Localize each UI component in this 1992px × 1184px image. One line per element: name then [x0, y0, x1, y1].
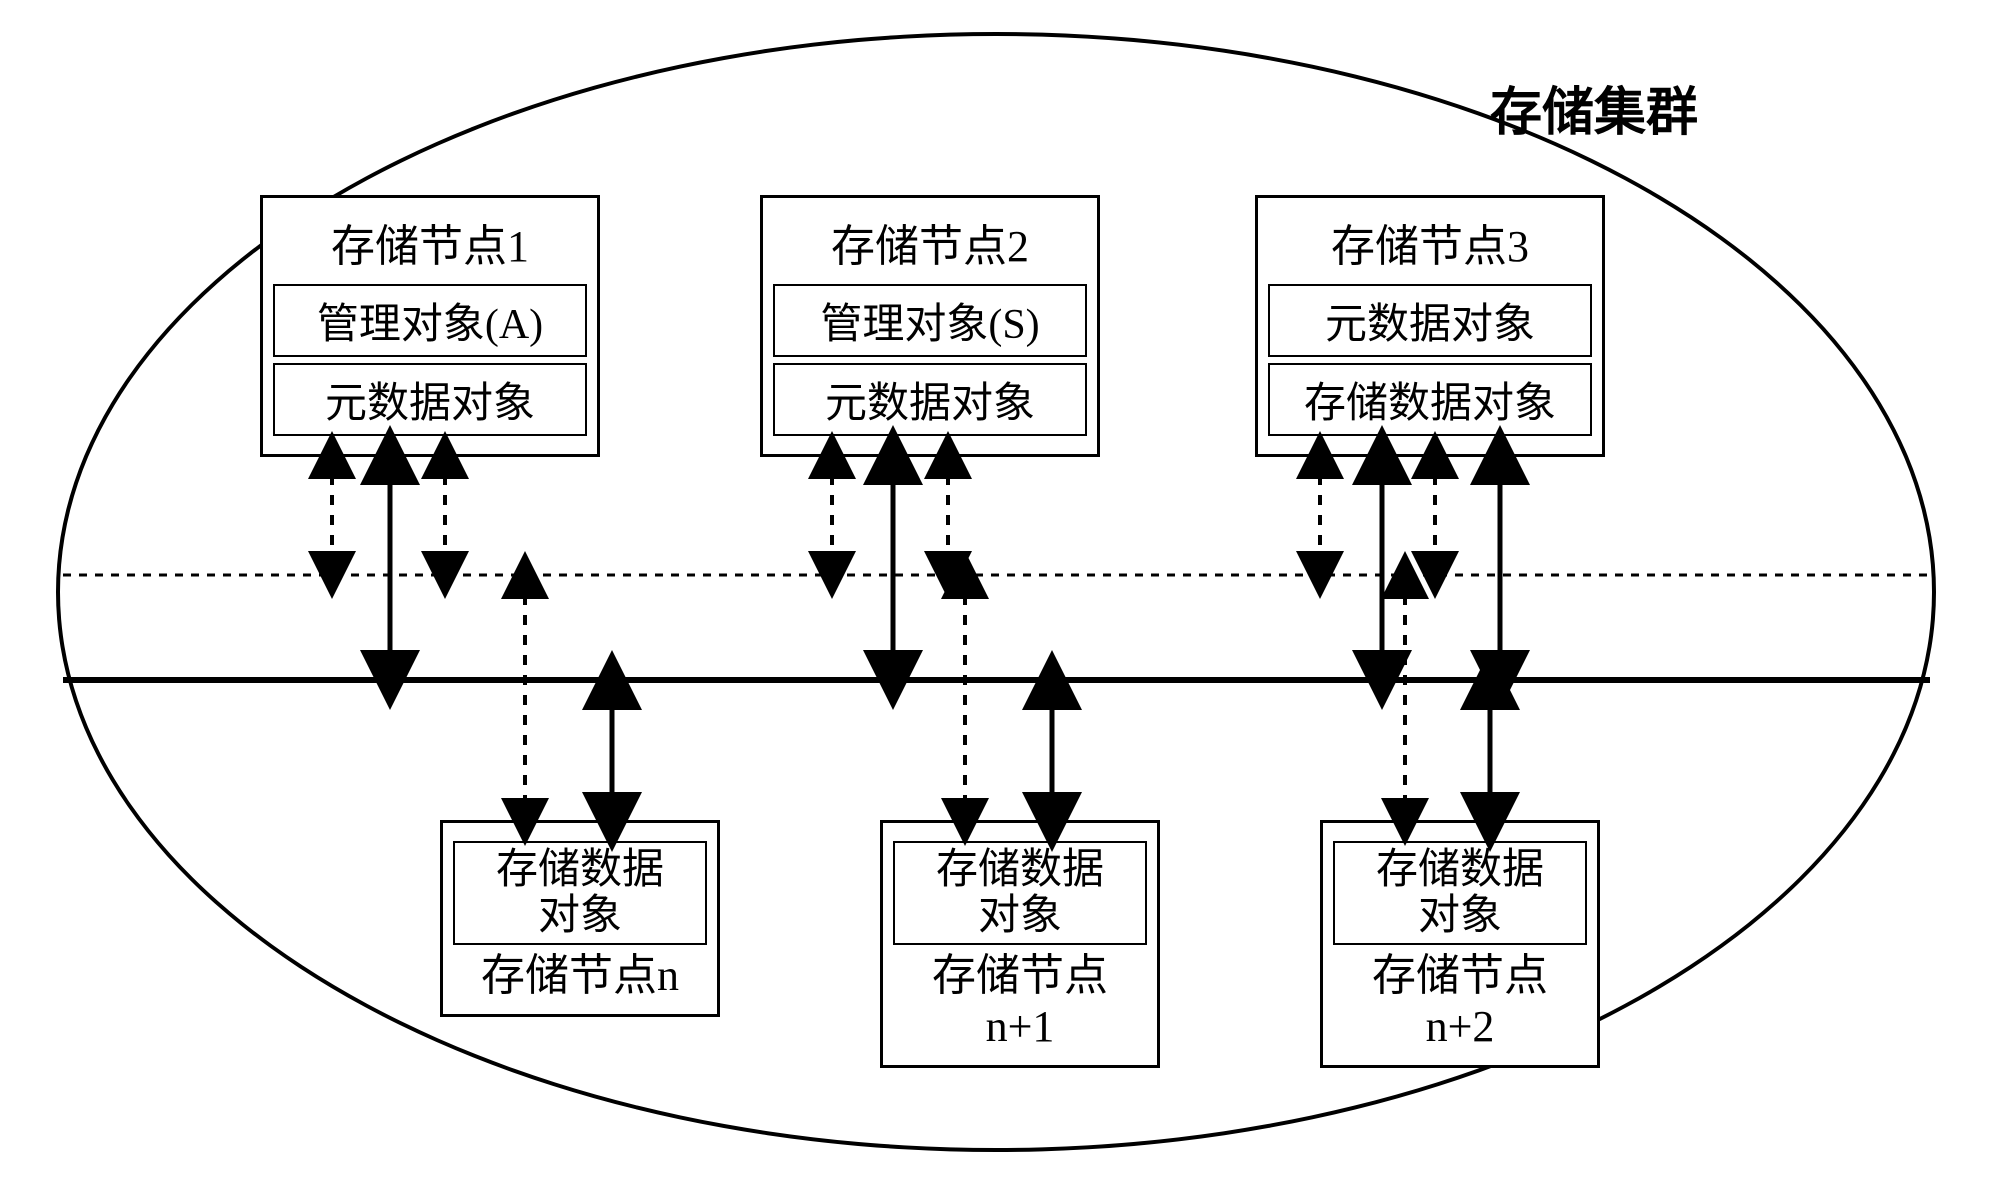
storage-node-3: 存储节点3 元数据对象 存储数据对象 — [1255, 195, 1605, 457]
node-title: 存储节点n — [453, 951, 707, 1002]
storage-data-object: 存储数据对象 — [893, 841, 1147, 945]
metadata-object: 元数据对象 — [773, 363, 1087, 436]
diagram-canvas: 存储集群 存储节点1 管理对象(A) 元数据对象 存储节点2 管理对象(S) 元… — [0, 0, 1992, 1184]
node-title: 存储节点n+1 — [893, 951, 1147, 1052]
mgmt-object-a: 管理对象(A) — [273, 284, 587, 357]
storage-data-object: 存储数据对象 — [1333, 841, 1587, 945]
storage-node-n2: 存储数据对象 存储节点n+2 — [1320, 820, 1600, 1068]
diagram-title: 存储集群 — [1490, 70, 1698, 145]
mgmt-object-s: 管理对象(S) — [773, 284, 1087, 357]
node-title: 存储节点1 — [273, 210, 587, 274]
metadata-object: 元数据对象 — [1268, 284, 1592, 357]
storage-node-2: 存储节点2 管理对象(S) 元数据对象 — [760, 195, 1100, 457]
storage-data-object: 存储数据对象 — [1268, 363, 1592, 436]
storage-data-object: 存储数据对象 — [453, 841, 707, 945]
node-title: 存储节点2 — [773, 210, 1087, 274]
storage-node-n: 存储数据对象 存储节点n — [440, 820, 720, 1017]
node-title: 存储节点3 — [1268, 210, 1592, 274]
storage-node-n1: 存储数据对象 存储节点n+1 — [880, 820, 1160, 1068]
metadata-object: 元数据对象 — [273, 363, 587, 436]
node-title: 存储节点n+2 — [1333, 951, 1587, 1052]
storage-node-1: 存储节点1 管理对象(A) 元数据对象 — [260, 195, 600, 457]
